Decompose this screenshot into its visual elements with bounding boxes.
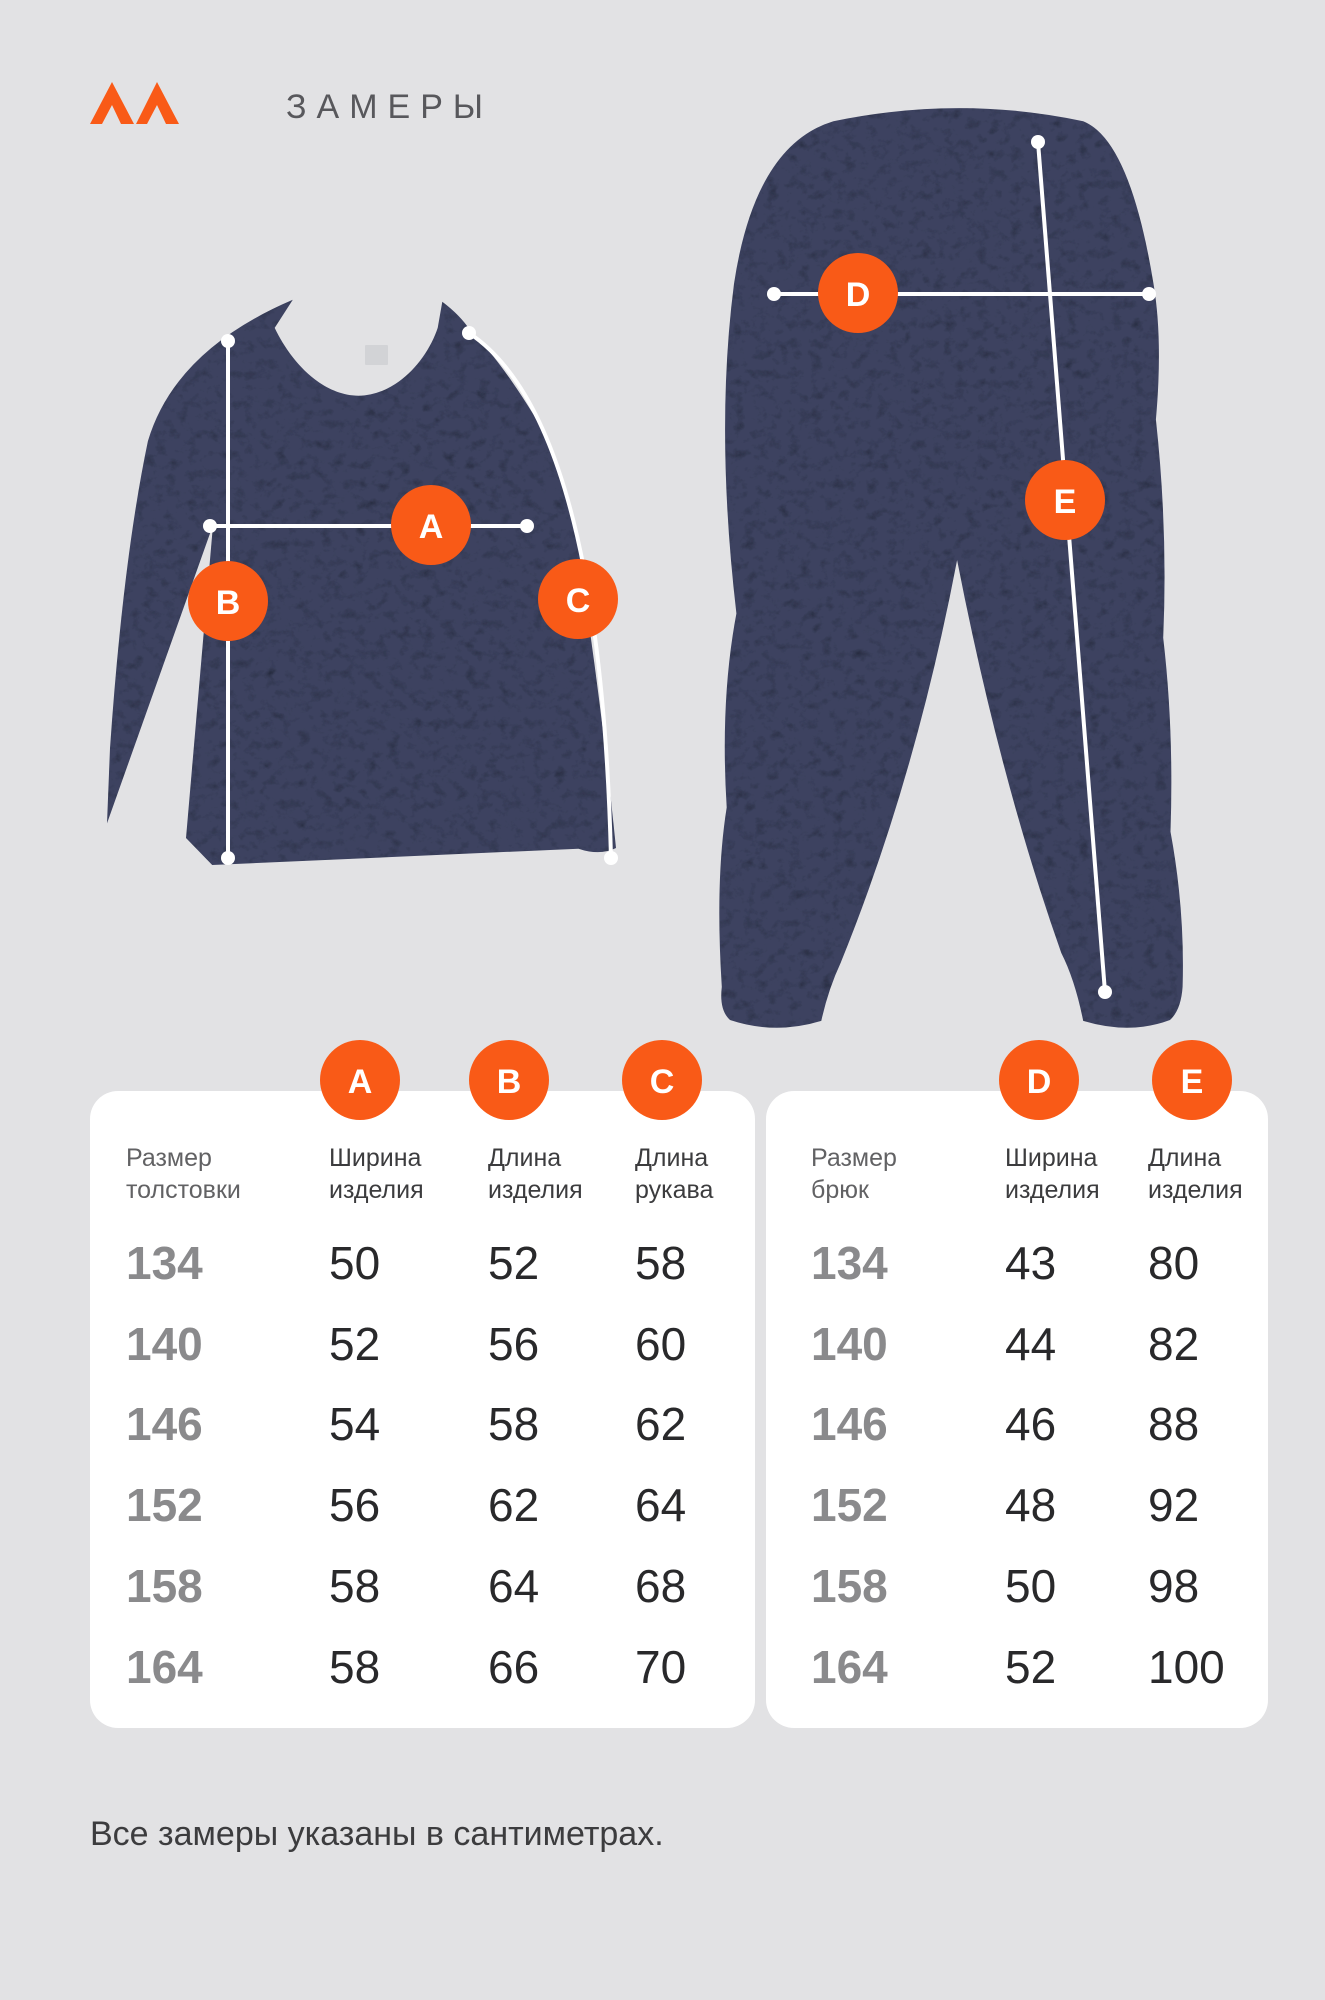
svg-text:A: A [348, 1063, 373, 1101]
svg-text:C: C [650, 1063, 675, 1101]
svg-text:B: B [497, 1063, 522, 1101]
svg-text:D: D [1027, 1063, 1052, 1101]
svg-text:E: E [1181, 1063, 1204, 1101]
